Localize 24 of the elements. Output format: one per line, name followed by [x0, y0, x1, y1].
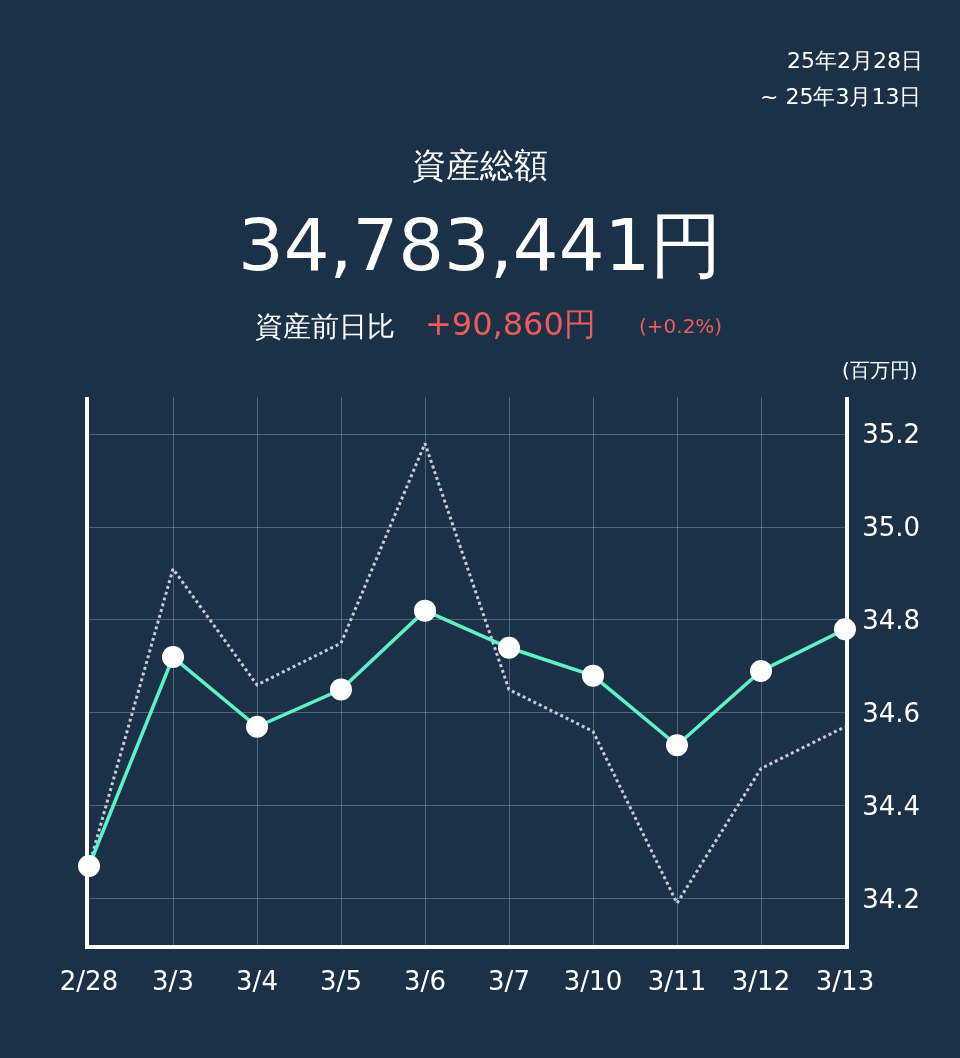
chart-subtitle: 34,783,441円 — [238, 203, 723, 287]
y-tick-label: 35.2 — [862, 419, 921, 450]
y-tick-label: 34.2 — [862, 883, 921, 914]
x-tick-label: 3/12 — [731, 966, 791, 997]
x-tick-label: 3/6 — [404, 966, 446, 997]
x-tick-label: 3/13 — [815, 966, 875, 997]
text: 資産前日比 — [255, 310, 395, 343]
y-tick-label: 35.0 — [862, 512, 921, 543]
x-tick-label: 3/3 — [152, 966, 194, 997]
y-tick-label: 34.4 — [862, 790, 921, 821]
x-tick-label: 3/10 — [563, 966, 623, 997]
y-tick-label: 34.8 — [862, 605, 921, 636]
y-axis-title: (百万円) — [842, 358, 918, 382]
text: 25年2月28日 — [787, 48, 923, 73]
text: ~ 25年3月13日 — [760, 84, 922, 109]
text: +90,860円 — [425, 305, 596, 343]
text: (+0.2%) — [639, 314, 723, 338]
chart-title: 資産総額 — [412, 145, 548, 185]
x-tick-label: 3/5 — [320, 966, 362, 997]
x-tick-label: 3/7 — [488, 966, 530, 997]
y-tick-label: 34.6 — [862, 697, 921, 728]
x-tick-label: 2/28 — [59, 966, 119, 997]
x-tick-label: 3/4 — [236, 966, 278, 997]
x-tick-label: 3/11 — [647, 966, 707, 997]
